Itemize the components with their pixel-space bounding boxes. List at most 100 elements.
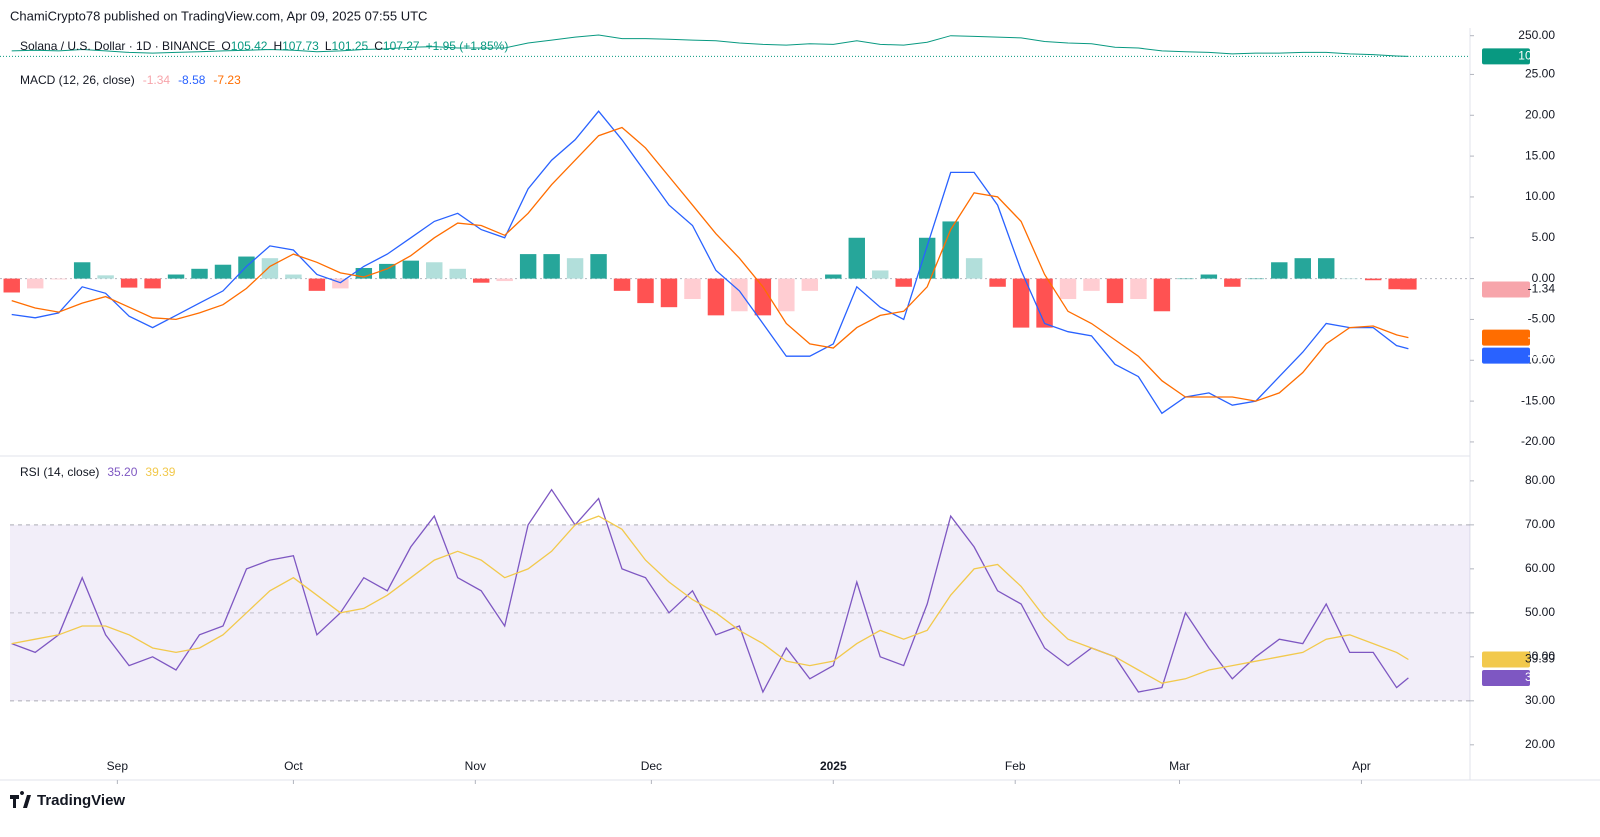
y-tick-label: -5.00 (1528, 312, 1556, 326)
histogram-bar (285, 274, 302, 279)
y-tick-label: 250.00 (1518, 28, 1555, 42)
histogram-bar (566, 258, 584, 279)
histogram-bar (801, 278, 819, 291)
y-tick-label: 30.00 (1525, 693, 1555, 707)
y-tick-label: 5.00 (1532, 230, 1556, 244)
value-badge-label: -7.23 (1528, 330, 1556, 344)
histogram-bar (613, 278, 631, 291)
legend-value: 35.20 (107, 465, 137, 479)
logo (10, 791, 31, 808)
histogram-bar (754, 278, 772, 316)
histogram-bar (1106, 278, 1124, 304)
legend-title: MACD (12, 26, close) (20, 73, 135, 87)
histogram-bar (543, 254, 560, 279)
histogram-bar (355, 267, 373, 279)
y-tick-label: 70.00 (1525, 517, 1555, 531)
histogram-bar (332, 278, 349, 289)
ohlc-label: H (273, 39, 282, 53)
histogram-bar (1224, 278, 1241, 287)
histogram-bar (191, 268, 208, 279)
histogram-bar (214, 264, 232, 279)
histogram-bar (402, 260, 419, 279)
histogram-bar (684, 278, 701, 300)
histogram-bar (1294, 258, 1311, 279)
legend-value: 39.39 (145, 465, 175, 479)
ohlc-label: L (325, 39, 332, 53)
histogram-bar (496, 278, 513, 282)
value-badge-label: 107.27 (1518, 49, 1555, 63)
pane-legend: Solana / U.S. Dollar · 1D · BINANCE O105.… (20, 39, 508, 53)
x-tick-label: Oct (284, 759, 303, 773)
histogram-bar (918, 237, 936, 279)
logo-icon (10, 791, 31, 808)
y-tick-label: 40.00 (1525, 649, 1555, 663)
series-line (11, 515, 1409, 684)
histogram-bar (1130, 278, 1147, 300)
histogram-bar (637, 278, 654, 304)
histogram-bar (1364, 278, 1382, 281)
x-tick-label: Mar (1169, 759, 1190, 773)
pane-legend: RSI (14, close) 35.20 39.39 (20, 465, 176, 479)
histogram-bar (379, 263, 396, 279)
histogram-bar (1388, 278, 1405, 290)
value-badge (1482, 669, 1530, 686)
histogram-bar (1341, 278, 1358, 280)
pane-legend: MACD (12, 26, close) -1.34 -8.58 -7.23 (20, 73, 241, 87)
ohlc-label: C (374, 39, 383, 53)
histogram-bar (1083, 278, 1100, 291)
histogram-bar (989, 278, 1006, 287)
value-badge (1482, 651, 1530, 668)
histogram-bar (965, 258, 983, 279)
y-tick-label: 10.00 (1525, 189, 1555, 203)
histogram-bar (1247, 278, 1265, 280)
histogram-bar (1153, 278, 1171, 312)
legend-title: RSI (14, close) (20, 465, 99, 479)
series-line (11, 488, 1409, 694)
price-line (11, 34, 1409, 57)
histogram-bar (1177, 278, 1194, 280)
x-tick-label: Nov (465, 759, 486, 773)
histogram-bar (3, 278, 20, 293)
y-tick-label: 60.00 (1525, 561, 1555, 575)
x-tick-label: Feb (1005, 759, 1026, 773)
histogram-bar (26, 278, 44, 289)
ohlc-value: 107.73 (282, 39, 319, 53)
histogram-bar (872, 270, 889, 279)
histogram-bar (120, 278, 138, 288)
change: +1.95 (+1.85%) (426, 39, 509, 53)
histogram-bar (426, 262, 443, 279)
histogram-bar (144, 278, 161, 289)
histogram-bar (167, 274, 185, 279)
histogram-bar (50, 278, 67, 280)
legend-value: -1.34 (143, 73, 171, 87)
histogram-bar (1271, 262, 1288, 279)
histogram-bar (1012, 278, 1030, 328)
ohlc-value: 107.27 (383, 39, 420, 53)
histogram-bar (1036, 278, 1053, 328)
value-badge (1482, 347, 1530, 364)
histogram-bar (1318, 258, 1335, 279)
x-tick-label: Sep (107, 759, 129, 773)
ohlc-value: 101.25 (332, 39, 369, 53)
value-badge-label: 39.39 (1525, 652, 1555, 666)
ohlc-value: 105.42 (231, 39, 268, 53)
x-tick-label: Apr (1352, 759, 1371, 773)
histogram-bar (472, 278, 490, 283)
histogram-bar (660, 278, 678, 308)
histogram-bar (1059, 278, 1077, 300)
x-tick-label: 2025 (820, 759, 847, 773)
value-badge-label: 35.20 (1525, 670, 1555, 684)
histogram-bar (1400, 278, 1417, 290)
value-badge (1482, 48, 1530, 65)
series-line (11, 126, 1409, 402)
legend-value: -7.23 (213, 73, 241, 87)
brand: TradingView (37, 792, 125, 809)
histogram-bar (308, 278, 326, 291)
y-tick-label: 15.00 (1525, 148, 1555, 162)
histogram-bar (895, 278, 912, 287)
histogram-bar (942, 221, 959, 279)
value-badge (1482, 281, 1530, 298)
y-tick-label: -15.00 (1521, 393, 1555, 407)
legend-value: -8.58 (178, 73, 206, 87)
